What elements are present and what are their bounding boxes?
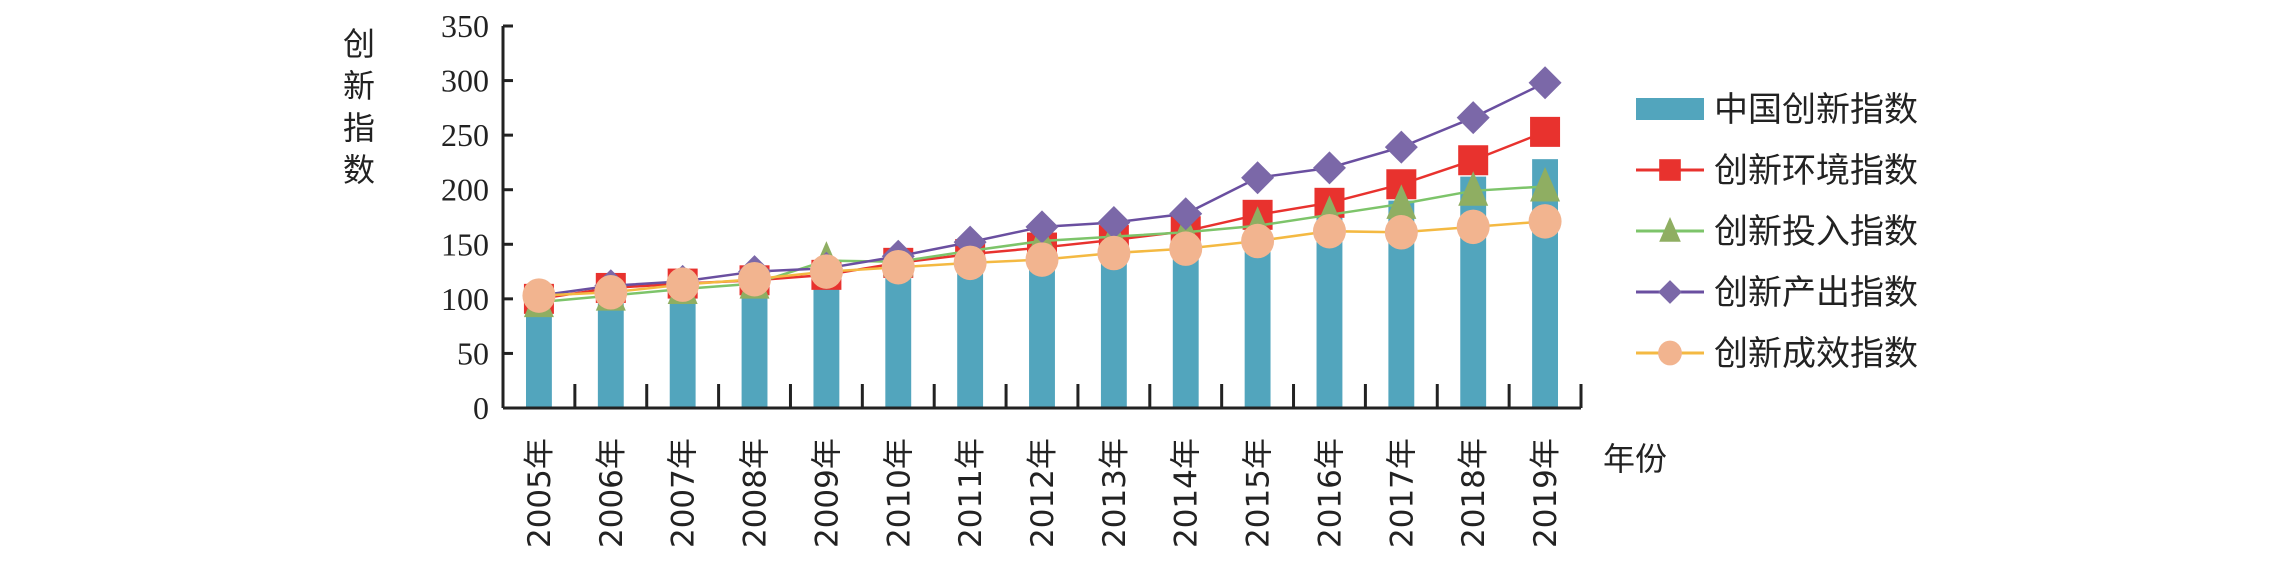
data-point xyxy=(1025,242,1059,277)
data-point xyxy=(809,254,843,289)
data-point xyxy=(666,267,700,302)
y-axis-title-char: 数 xyxy=(343,151,375,189)
y-tick-label: 300 xyxy=(441,63,489,99)
legend-item: 创新投入指数 xyxy=(1636,212,1918,252)
legend-item: 创新环境指数 xyxy=(1636,151,1918,191)
data-point xyxy=(522,278,556,313)
bar xyxy=(957,257,984,408)
legend-marker xyxy=(1659,159,1681,181)
bar xyxy=(669,289,696,408)
data-point xyxy=(1384,215,1418,250)
x-tick-label: 2009年 xyxy=(809,438,845,548)
x-tick-label: 2010年 xyxy=(881,438,917,548)
data-point xyxy=(1241,223,1275,259)
series-4 xyxy=(522,204,1562,313)
y-tick-label: 250 xyxy=(441,117,489,153)
legend-label: 创新成效指数 xyxy=(1714,334,1918,374)
y-axis-title-char: 指 xyxy=(343,109,375,147)
x-tick-label: 2019年 xyxy=(1528,438,1564,548)
lines-layer xyxy=(522,66,1562,318)
legend-marker xyxy=(1658,340,1682,366)
data-point xyxy=(1025,210,1059,244)
x-tick-label: 2012年 xyxy=(1025,438,1061,548)
legend-label: 创新投入指数 xyxy=(1714,212,1918,252)
data-point xyxy=(1384,130,1418,164)
data-point xyxy=(1458,145,1489,176)
data-point xyxy=(1458,171,1489,206)
y-tick-label: 200 xyxy=(441,172,489,208)
data-point xyxy=(953,245,987,281)
data-point xyxy=(1528,204,1562,239)
data-point xyxy=(881,249,915,285)
x-tick-label: 2014年 xyxy=(1169,438,1205,548)
x-tick-label: 2013年 xyxy=(1097,438,1133,548)
x-tick-label: 2007年 xyxy=(666,438,702,548)
y-tick-label: 50 xyxy=(457,335,489,371)
data-point xyxy=(1530,166,1561,202)
bar xyxy=(885,268,912,408)
y-axis-title-char: 新 xyxy=(343,67,375,105)
legend-item: 创新产出指数 xyxy=(1636,273,1918,313)
data-point xyxy=(1169,231,1203,266)
data-point xyxy=(594,275,628,310)
x-tick-label: 2005年 xyxy=(522,438,558,548)
x-tick-label: 2006年 xyxy=(594,438,630,548)
y-tick-label: 100 xyxy=(441,281,489,317)
x-tick-label: 2017年 xyxy=(1384,438,1420,548)
x-tick-label: 2008年 xyxy=(738,438,774,548)
y-axis-title: 创新指数 xyxy=(343,25,375,189)
bar xyxy=(597,294,624,408)
data-point xyxy=(1312,213,1346,249)
legend-label: 中国创新指数 xyxy=(1714,90,1918,130)
data-point xyxy=(1241,161,1275,195)
data-point xyxy=(1386,184,1417,219)
bar xyxy=(813,274,840,408)
legend-label: 创新产出指数 xyxy=(1714,273,1918,313)
legend-item: 创新成效指数 xyxy=(1636,334,1918,374)
axes: 0 50 100 150 200 250 300 350 2005年 2006年 2007年 2008… xyxy=(441,8,1583,548)
data-point xyxy=(1097,205,1131,239)
x-tick-label: 2011年 xyxy=(953,438,989,548)
data-point xyxy=(1528,66,1562,100)
data-point xyxy=(1456,209,1490,245)
x-tick-label: 2018年 xyxy=(1456,438,1492,548)
data-point xyxy=(1456,101,1490,135)
bar xyxy=(741,282,768,408)
x-tick-label: 2016年 xyxy=(1312,438,1348,548)
legend-swatch xyxy=(1636,98,1704,120)
y-tick-label: 0 xyxy=(473,390,489,426)
data-point xyxy=(1169,197,1203,231)
x-tick-label: 2015年 xyxy=(1241,438,1277,548)
data-point xyxy=(1097,235,1131,271)
legend-marker xyxy=(1659,216,1681,242)
data-point xyxy=(1530,116,1561,147)
legend-label: 创新环境指数 xyxy=(1714,151,1918,191)
data-point xyxy=(738,261,772,297)
y-axis-title-char: 创 xyxy=(343,25,375,63)
legend-item: 中国创新指数 xyxy=(1636,90,1918,130)
bars-layer xyxy=(525,159,1559,408)
y-tick-label: 350 xyxy=(441,8,489,44)
data-point xyxy=(1312,151,1346,185)
legend-marker xyxy=(1658,280,1682,304)
x-axis-title: 年份 xyxy=(1603,440,1667,478)
y-tick-label: 150 xyxy=(441,226,489,262)
